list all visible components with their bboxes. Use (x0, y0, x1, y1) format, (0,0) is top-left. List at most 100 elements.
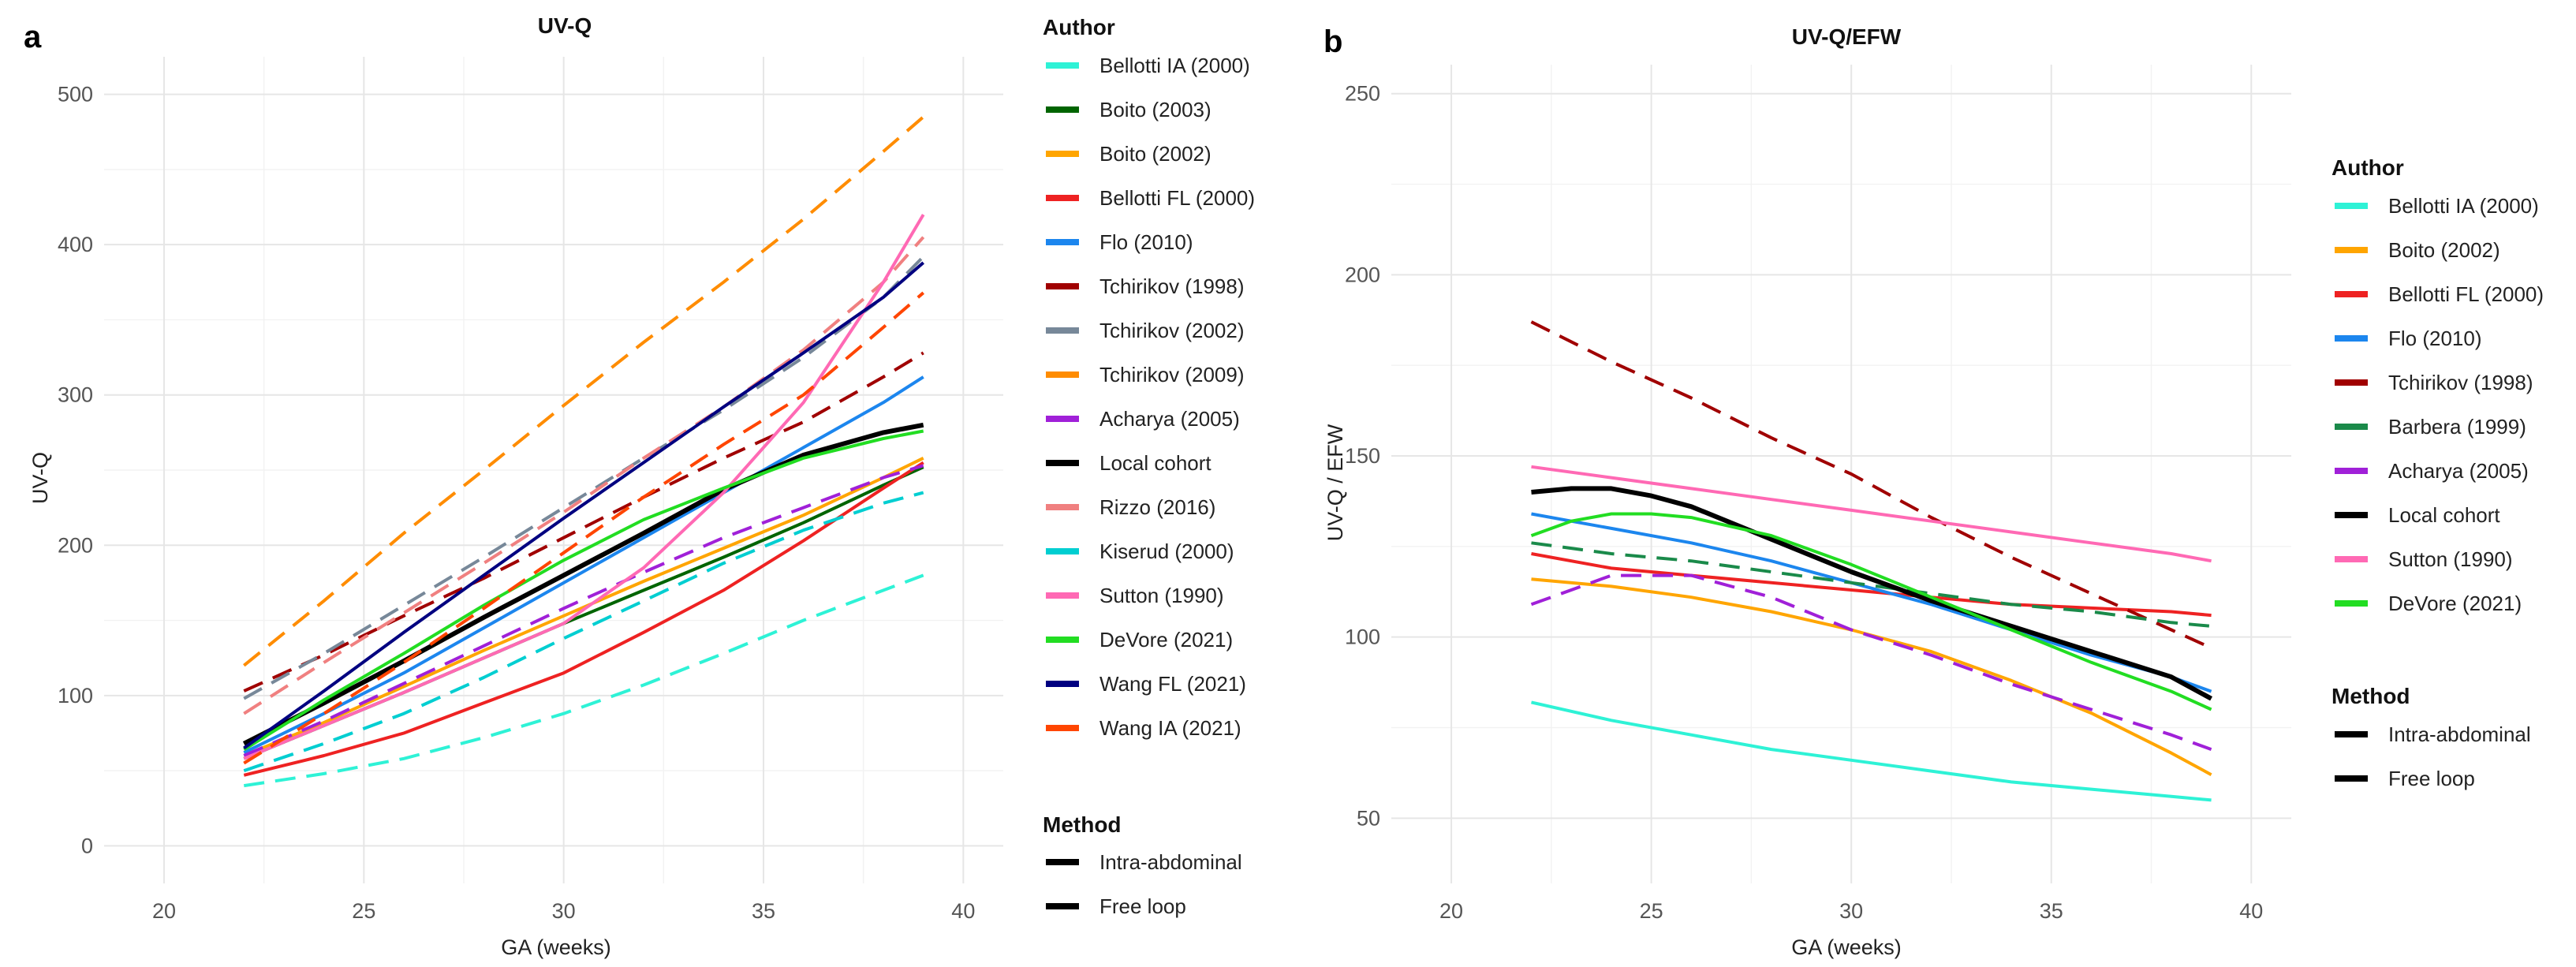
series-line-wang-fl-2021 (243, 261, 925, 750)
legend-item: Bellotti IA (2000) (1046, 54, 1250, 77)
panel-b-grid (1391, 65, 2291, 883)
y-tick-label: 250 (1345, 82, 1380, 106)
series-line-local-cohort (242, 422, 924, 746)
y-tick-label: 400 (58, 233, 93, 256)
legend-label: Sutton (1990) (1099, 584, 1224, 607)
series-line-boito-2002 (1531, 577, 2212, 776)
x-tick-label: 35 (752, 899, 775, 923)
legend-label: Bellotti IA (2000) (1099, 54, 1250, 77)
legend-item: Acharya (2005) (2335, 459, 2529, 483)
y-tick-label: 100 (1345, 625, 1380, 649)
panel-a-legend-authors: Bellotti IA (2000) Boito (2003) Boito (200… (1046, 54, 1255, 740)
panel-b-legend-author-title: Author (2331, 155, 2404, 180)
y-tick-label: 100 (58, 684, 93, 708)
x-tick-label: 40 (2239, 899, 2263, 923)
legend-item: Tchirikov (1998) (2335, 371, 2533, 394)
legend-method-label: Intra-abdominal (1099, 850, 1242, 874)
panel-b: b UV-Q/EFW 20 25 30 35 40 50 100 150 200 250 GA … (1323, 24, 2544, 959)
legend-item: Bellotti FL (2000) (2335, 282, 2544, 306)
legend-label: Wang IA (2021) (1099, 716, 1241, 740)
series-line-sutton-1990 (243, 214, 925, 760)
series-line-bellotti-fl-2000 (1531, 552, 2212, 618)
panel-a-legend-methods: Intra-abdominal Free loop (1046, 850, 1242, 918)
legend-method-item: Free loop (1046, 894, 1186, 918)
legend-label: Barbera (1999) (2388, 415, 2526, 439)
legend-label: Boito (2003) (1099, 98, 1211, 121)
legend-item: Wang IA (2021) (1046, 716, 1241, 740)
legend-item: Bellotti IA (2000) (2335, 194, 2539, 218)
panel-a-x-axis-label: GA (weeks) (501, 935, 611, 959)
series-line-rizzo-2016 (243, 236, 925, 715)
legend-item: Barbera (1999) (2335, 415, 2526, 439)
y-tick-label: 200 (58, 533, 93, 557)
legend-item: Kiserud (2000) (1046, 540, 1234, 563)
legend-item: Local cohort (2335, 503, 2500, 527)
legend-item: Sutton (1990) (2335, 547, 2513, 571)
legend-item: Rizzo (2016) (1046, 495, 1215, 519)
legend-item: Tchirikov (2002) (1046, 319, 1245, 342)
y-tick-label: 300 (58, 383, 93, 407)
legend-item: Boito (2003) (1046, 98, 1211, 121)
legend-label: Tchirikov (2009) (1099, 363, 1245, 386)
panel-a-series (242, 115, 925, 788)
x-tick-label: 30 (1839, 899, 1863, 923)
legend-label: Sutton (1990) (2388, 547, 2513, 571)
legend-label: DeVore (2021) (1099, 628, 1233, 652)
legend-label: Tchirikov (2002) (1099, 319, 1245, 342)
panel-a-y-axis-label: UV-Q (28, 452, 52, 504)
series-line-acharya-2005 (243, 464, 924, 757)
panel-a-y-ticks: 0 100 200 300 400 500 (58, 83, 93, 858)
series-line-kiserud-2000 (243, 491, 924, 772)
legend-label: Flo (2010) (1099, 230, 1193, 254)
legend-label: Bellotti FL (2000) (2388, 282, 2544, 306)
x-tick-label: 20 (1439, 899, 1463, 923)
panel-b-plot (1391, 65, 2291, 883)
panel-b-legend: Author Bellotti IA (2000)Boito (2002)Bel… (2331, 155, 2544, 790)
legend-method-label: Free loop (1099, 894, 1186, 918)
x-tick-label: 35 (2040, 899, 2063, 923)
y-tick-label: 150 (1345, 444, 1380, 468)
legend-item: Sutton (1990) (1046, 584, 1224, 607)
series-line-sutton-1990 (1531, 465, 2212, 563)
panel-a: a UV-Q 20 25 30 35 40 0 100 200 300 400 500 GA (w… (24, 13, 1255, 959)
panel-b-legend-authors: Bellotti IA (2000) Boito (2002) Bellotti F… (2335, 194, 2544, 615)
legend-label: DeVore (2021) (2388, 592, 2522, 615)
legend-label: Bellotti IA (2000) (2388, 194, 2539, 218)
y-tick-label: 200 (1345, 263, 1380, 286)
legend-item: Boito (2002) (2335, 238, 2500, 262)
panel-b-y-axis-label: UV-Q / EFW (1323, 424, 1347, 541)
legend-label: Boito (2002) (2388, 238, 2500, 262)
panel-a-title: UV-Q (538, 13, 592, 38)
legend-method-item: Intra-abdominal (2335, 722, 2531, 746)
y-tick-label: 50 (1357, 806, 1380, 830)
series-line-flo-2010 (243, 375, 924, 754)
legend-item: Boito (2002) (1046, 142, 1211, 166)
panel-b-legend-method-title: Method (2331, 684, 2410, 708)
legend-label: Tchirikov (1998) (2388, 371, 2533, 394)
legend-item: DeVore (2021) (1046, 628, 1233, 652)
y-tick-label: 0 (81, 834, 93, 857)
x-tick-label: 25 (352, 899, 375, 923)
legend-item: Flo (2010) (2335, 327, 2482, 350)
legend-label: Local cohort (2388, 503, 2500, 527)
series-line-tchirikov-2002 (243, 255, 925, 700)
series-line-bellotti-fl-2000 (243, 461, 924, 777)
legend-item: Flo (2010) (1046, 230, 1193, 254)
x-tick-label: 40 (951, 899, 975, 923)
legend-item: Tchirikov (2009) (1046, 363, 1245, 386)
panel-a-legend: Author Bellotti IA (2000) Boito (2003) Boi… (1043, 15, 1255, 918)
series-line-tchirikov-1998 (1530, 320, 2212, 650)
legend-item: DeVore (2021) (2335, 592, 2522, 615)
panel-a-grid (104, 57, 1003, 883)
panel-b-title: UV-Q/EFW (1792, 24, 1902, 49)
legend-item: Local cohort (1046, 451, 1211, 475)
y-tick-label: 500 (58, 83, 93, 106)
series-line-devore-2021 (1530, 512, 2212, 711)
series-line-tchirikov-1998 (243, 351, 924, 693)
panel-b-legend-methods: Intra-abdominal Free loop (2335, 722, 2531, 790)
legend-method-item: Intra-abdominal (1046, 850, 1242, 874)
x-tick-label: 30 (552, 899, 576, 923)
panel-a-x-ticks: 20 25 30 35 40 (152, 899, 975, 923)
series-line-bellotti-ia-2000 (1531, 700, 2212, 802)
panel-a-plot (104, 57, 1003, 883)
